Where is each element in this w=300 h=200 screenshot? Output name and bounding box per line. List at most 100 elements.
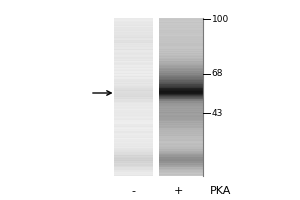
Bar	[114, 30, 153, 31]
Bar	[114, 76, 153, 77]
Bar	[159, 81, 202, 82]
Bar	[114, 90, 153, 91]
Bar	[159, 58, 202, 59]
Bar	[114, 44, 153, 45]
Bar	[114, 19, 153, 20]
Bar	[159, 109, 202, 110]
Bar	[114, 72, 153, 73]
Bar	[159, 93, 202, 94]
Bar	[114, 75, 153, 76]
Bar	[114, 29, 153, 30]
Bar	[159, 115, 202, 116]
Bar	[114, 36, 153, 37]
Bar	[159, 34, 202, 35]
Bar	[114, 125, 153, 126]
Bar	[114, 109, 153, 110]
Bar	[159, 40, 202, 41]
Bar	[114, 63, 153, 64]
Bar	[114, 107, 153, 108]
Bar	[114, 53, 153, 54]
Bar	[159, 105, 202, 106]
Bar	[114, 137, 153, 138]
Bar	[159, 147, 202, 148]
Bar	[159, 86, 202, 87]
Bar	[159, 159, 202, 160]
Text: +: +	[174, 186, 183, 196]
Bar	[159, 153, 202, 154]
Bar	[159, 151, 202, 152]
Bar	[159, 60, 202, 61]
Bar	[114, 55, 153, 56]
Bar	[114, 90, 153, 91]
Bar	[114, 32, 153, 33]
Bar	[159, 73, 202, 74]
Bar	[114, 99, 153, 100]
Bar	[114, 114, 153, 115]
Bar	[159, 119, 202, 120]
Bar	[159, 142, 202, 143]
Bar	[114, 144, 153, 145]
Bar	[159, 116, 202, 117]
Bar	[114, 57, 153, 58]
Bar	[114, 66, 153, 67]
Bar	[114, 148, 153, 149]
Bar	[159, 75, 202, 76]
Bar	[159, 33, 202, 34]
Bar	[159, 35, 202, 36]
Bar	[159, 74, 202, 75]
Bar	[159, 174, 202, 175]
Bar	[114, 169, 153, 170]
Bar	[114, 37, 153, 38]
Bar	[159, 56, 202, 57]
Bar	[114, 166, 153, 167]
Bar	[159, 72, 202, 73]
Bar	[114, 113, 153, 114]
Bar	[114, 93, 153, 94]
Bar	[114, 74, 153, 75]
Bar	[159, 68, 202, 69]
Bar	[114, 123, 153, 124]
Bar	[114, 87, 153, 88]
Bar	[114, 152, 153, 153]
Bar	[159, 149, 202, 150]
Bar	[114, 158, 153, 159]
Bar	[114, 38, 153, 39]
Bar	[114, 56, 153, 57]
Bar	[159, 38, 202, 39]
Bar	[159, 114, 202, 115]
Bar	[159, 172, 202, 173]
Bar	[159, 51, 202, 52]
Bar	[159, 49, 202, 50]
Bar	[159, 87, 202, 88]
Bar	[114, 79, 153, 80]
Bar	[114, 159, 153, 160]
Bar	[114, 156, 153, 157]
Bar	[159, 140, 202, 141]
Bar	[114, 141, 153, 142]
Bar	[159, 123, 202, 124]
Bar	[159, 120, 202, 121]
Bar	[159, 32, 202, 33]
Bar	[159, 154, 202, 155]
Bar	[114, 73, 153, 74]
Bar	[114, 82, 153, 83]
Bar	[114, 54, 153, 55]
Bar	[114, 69, 153, 70]
Bar	[159, 175, 202, 176]
Bar	[114, 35, 153, 36]
Bar	[114, 147, 153, 148]
Bar	[159, 148, 202, 149]
Bar	[114, 155, 153, 156]
Bar	[114, 97, 153, 98]
Bar	[159, 138, 202, 139]
Text: 100: 100	[212, 15, 229, 23]
Bar	[159, 150, 202, 151]
Bar	[159, 151, 202, 152]
Bar	[159, 34, 202, 35]
Bar	[159, 94, 202, 95]
Bar	[114, 57, 153, 58]
Bar	[114, 108, 153, 109]
Bar	[114, 127, 153, 128]
Bar	[114, 59, 153, 60]
Bar	[159, 94, 202, 95]
